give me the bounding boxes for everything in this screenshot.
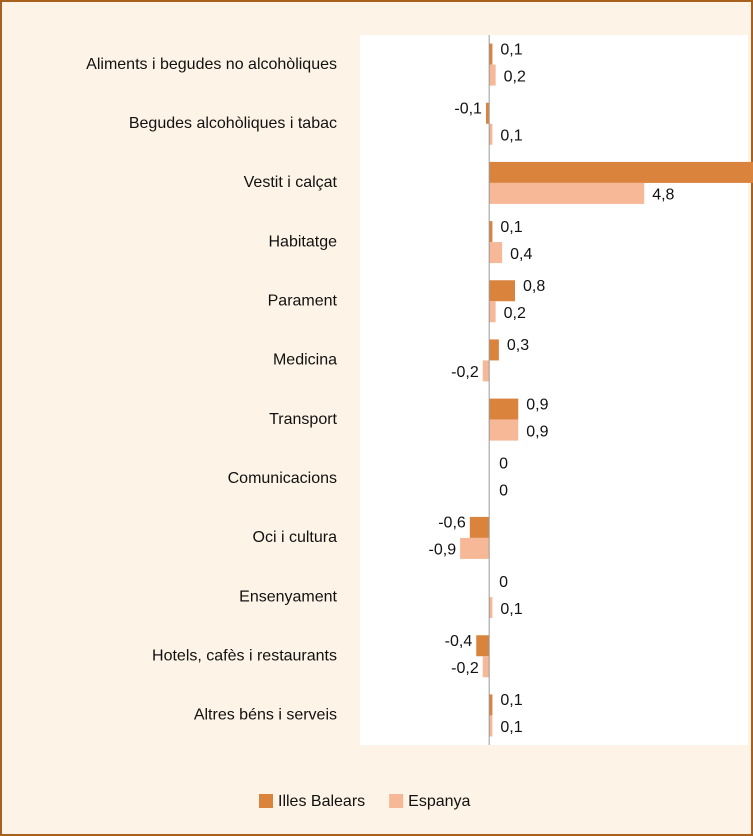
value-label: 0: [499, 574, 508, 591]
value-label: 0,1: [500, 719, 522, 736]
bar: [476, 635, 490, 657]
category-label: Parament: [268, 292, 338, 309]
category-label: Hotels, cafès i restaurants: [152, 647, 337, 664]
value-label: 0: [499, 455, 508, 472]
bar: [489, 419, 519, 441]
bar: [489, 43, 493, 65]
value-label: 0,9: [526, 423, 548, 440]
bar: [489, 280, 516, 302]
value-label: 0,3: [507, 337, 529, 354]
bar: [489, 182, 645, 204]
value-label: 0,1: [500, 41, 522, 58]
legend-label: Illes Balears: [278, 793, 365, 810]
value-label: 0,8: [523, 278, 545, 295]
legend-swatch: [389, 794, 404, 808]
value-label: -0,6: [438, 515, 466, 532]
bar: [482, 656, 490, 678]
bar: [469, 516, 490, 538]
value-label: 0,1: [500, 127, 522, 144]
value-label: 0,1: [500, 692, 522, 709]
bar: [489, 242, 503, 264]
value-label: -0,9: [429, 542, 457, 559]
bar: [489, 597, 493, 619]
value-label: -0,2: [451, 660, 479, 677]
bar: [489, 694, 493, 716]
category-label: Transport: [269, 411, 337, 428]
value-label: 0,1: [500, 601, 522, 618]
category-label: Altres béns i serveis: [194, 707, 337, 724]
value-label: -0,4: [445, 633, 473, 650]
value-label: -0,2: [451, 364, 479, 381]
bar: [489, 221, 493, 243]
bar: [485, 102, 490, 124]
category-label: Oci i cultura: [253, 529, 338, 546]
legend-label: Espanya: [408, 793, 470, 810]
value-label: 0,4: [510, 246, 532, 263]
plot-area: [360, 35, 748, 745]
category-label: Comunicacions: [228, 470, 337, 487]
bar: [482, 360, 490, 382]
value-label: 0: [499, 482, 508, 499]
category-label: Vestit i calçat: [244, 174, 338, 191]
category-label: Ensenyament: [239, 588, 337, 605]
bar: [489, 123, 493, 145]
bar: [489, 339, 499, 361]
bar: [489, 398, 519, 420]
category-label: Medicina: [273, 352, 337, 369]
value-label: -0,1: [454, 100, 482, 117]
value-label: 0,2: [504, 68, 526, 85]
category-label: Aliments i begudes no alcohòliques: [86, 56, 337, 73]
legend-swatch: [259, 794, 273, 808]
bar: [489, 64, 496, 86]
bar: [489, 301, 496, 323]
value-label: 0,9: [526, 396, 548, 413]
category-label: Habitatge: [269, 233, 338, 250]
value-label: 0,2: [504, 305, 526, 322]
value-label: 0,1: [500, 219, 522, 236]
bar: [460, 537, 490, 559]
value-label: 4,8: [652, 187, 674, 204]
bar: [489, 161, 753, 183]
category-label: Begudes alcohòliques i tabac: [129, 115, 337, 132]
bar: [489, 715, 493, 737]
